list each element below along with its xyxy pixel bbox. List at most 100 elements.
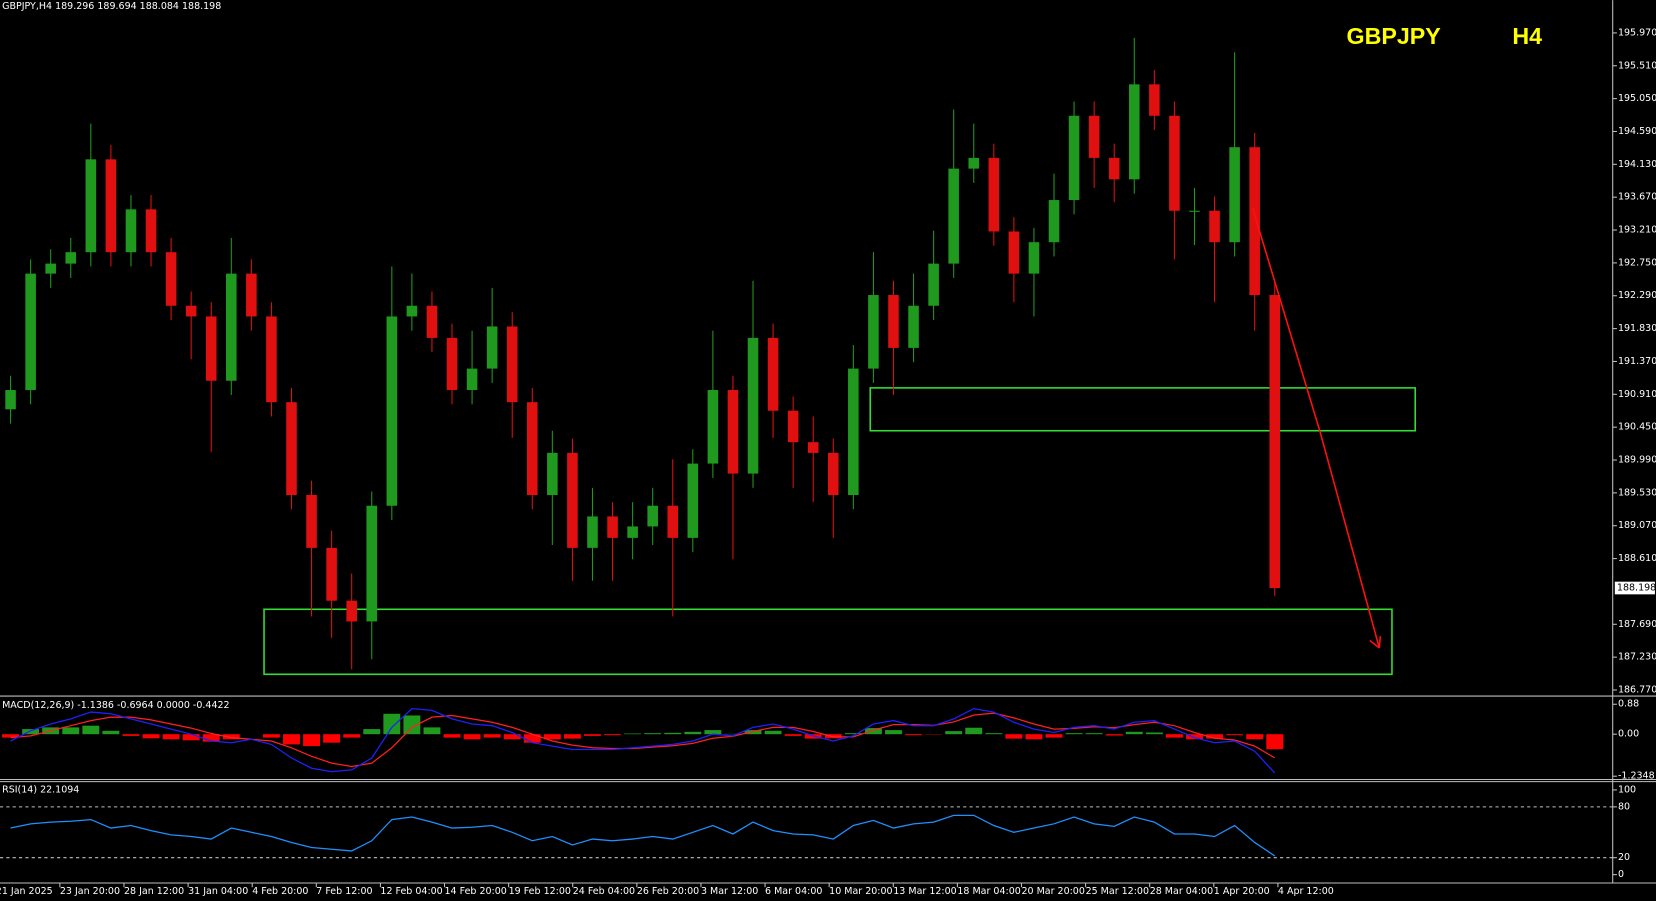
y-tick-label: 195.510 <box>1618 60 1656 71</box>
candle-body <box>205 316 217 381</box>
x-tick-label: 28 Mar 04:00 <box>1150 886 1213 897</box>
y-tick-label: 190.910 <box>1618 389 1656 400</box>
macd-bar <box>584 734 601 736</box>
macd-bar <box>624 733 642 735</box>
macd-bar <box>704 730 722 735</box>
candle-body <box>1189 210 1200 212</box>
macd-bar <box>684 731 702 735</box>
y-tick-label: 189.530 <box>1618 487 1656 498</box>
candle-body <box>366 505 378 622</box>
macd-bar <box>885 730 902 735</box>
macd-bar <box>1045 734 1063 738</box>
candle-body <box>266 316 277 403</box>
x-tick-label: 19 Feb 12:00 <box>509 886 571 897</box>
y-tick-label: 192.750 <box>1618 257 1656 268</box>
macd-bar <box>985 733 1003 735</box>
macd-bar <box>343 734 361 738</box>
x-tick-label: 23 Jan 20:00 <box>60 886 120 897</box>
candle-body <box>667 505 679 538</box>
candle-body <box>1028 242 1040 274</box>
y-tick-label: 191.370 <box>1618 356 1656 367</box>
macd-bar <box>664 732 682 735</box>
macd-bar <box>1145 732 1163 735</box>
candle-body <box>567 452 578 548</box>
macd-bar <box>443 734 461 738</box>
candle-body <box>1229 147 1240 243</box>
candle-body <box>406 305 418 317</box>
timeframe-label: H4 <box>1512 23 1542 49</box>
macd-bar <box>784 734 802 736</box>
x-tick-label: 7 Feb 12:00 <box>316 886 372 897</box>
candle-body <box>647 505 658 527</box>
macd-bar <box>824 734 842 739</box>
macd-bar <box>503 734 521 740</box>
y-tick-label: 188.610 <box>1618 553 1656 564</box>
macd-bar <box>1105 734 1123 736</box>
candle-body <box>65 252 77 264</box>
candle-body <box>226 273 237 381</box>
macd-bar <box>1206 734 1223 739</box>
signal-line <box>10 712 1276 768</box>
y-tick-label: 191.830 <box>1618 323 1656 334</box>
macd-bar <box>604 734 621 736</box>
macd-bar <box>1246 734 1264 740</box>
macd-line <box>10 708 1276 774</box>
candle-body <box>868 295 879 369</box>
x-tick-label: 28 Jan 12:00 <box>124 886 184 897</box>
macd-bar <box>383 713 401 735</box>
macd-bar <box>864 728 882 735</box>
candle-body <box>1008 231 1020 274</box>
candle-body <box>687 463 699 538</box>
macd-bar <box>22 729 40 735</box>
y-tick-label: 189.070 <box>1618 520 1656 531</box>
candle-body <box>928 263 939 306</box>
arrow-head <box>1369 636 1382 649</box>
macd-bar <box>82 725 100 735</box>
macd-bar <box>965 727 983 735</box>
candle-body <box>326 547 337 601</box>
candle-body <box>25 273 36 391</box>
candle-body <box>888 295 899 348</box>
macd-bar <box>523 734 541 743</box>
y-tick-label: 189.990 <box>1618 455 1656 466</box>
y-tick-label: 193.670 <box>1618 192 1656 203</box>
candle-body <box>446 337 458 391</box>
macd-bar <box>162 734 180 740</box>
x-tick-label: 13 Mar 12:00 <box>893 886 956 897</box>
candle-body <box>627 526 638 538</box>
x-tick-label: 20 Mar 20:00 <box>1021 886 1084 897</box>
y-tick-label: 195.050 <box>1618 93 1656 104</box>
candle-body <box>1149 84 1160 116</box>
x-tick-label: 10 Mar 20:00 <box>829 886 892 897</box>
candle-body <box>306 495 317 548</box>
y-tick-label: 193.210 <box>1618 225 1656 236</box>
candle-body <box>787 410 799 443</box>
macd-bar <box>403 715 421 735</box>
x-tick-label: 21 Jan 2025 <box>0 886 53 897</box>
y-tick-label: 20 <box>1618 852 1630 863</box>
candle-body <box>185 305 197 317</box>
zone <box>263 608 1393 676</box>
y-tick-label: 80 <box>1618 801 1630 812</box>
candle-body <box>246 273 257 317</box>
macd-bar <box>945 731 963 735</box>
y-tick-label: 0 <box>1618 869 1624 880</box>
price-header: GBPJPY,H4 189.296 189.694 188.084 188.19… <box>2 1 221 12</box>
candle-body <box>707 390 719 464</box>
macd-bar <box>844 733 862 735</box>
macd-bar <box>102 730 120 735</box>
x-tick-label: 1 Apr 20:00 <box>1214 886 1270 897</box>
macd-bar <box>1085 733 1103 735</box>
current-price-label: 188.198 <box>1617 583 1656 594</box>
candle-body <box>506 326 518 403</box>
x-tick-label: 24 Feb 04:00 <box>573 886 635 897</box>
x-tick-label: 14 Feb 20:00 <box>445 886 507 897</box>
y-tick-label: 195.970 <box>1618 27 1656 38</box>
candle-body <box>988 157 1000 232</box>
macd-bar <box>1065 733 1083 735</box>
macd-bar <box>1005 734 1023 739</box>
macd-bar <box>764 730 782 735</box>
